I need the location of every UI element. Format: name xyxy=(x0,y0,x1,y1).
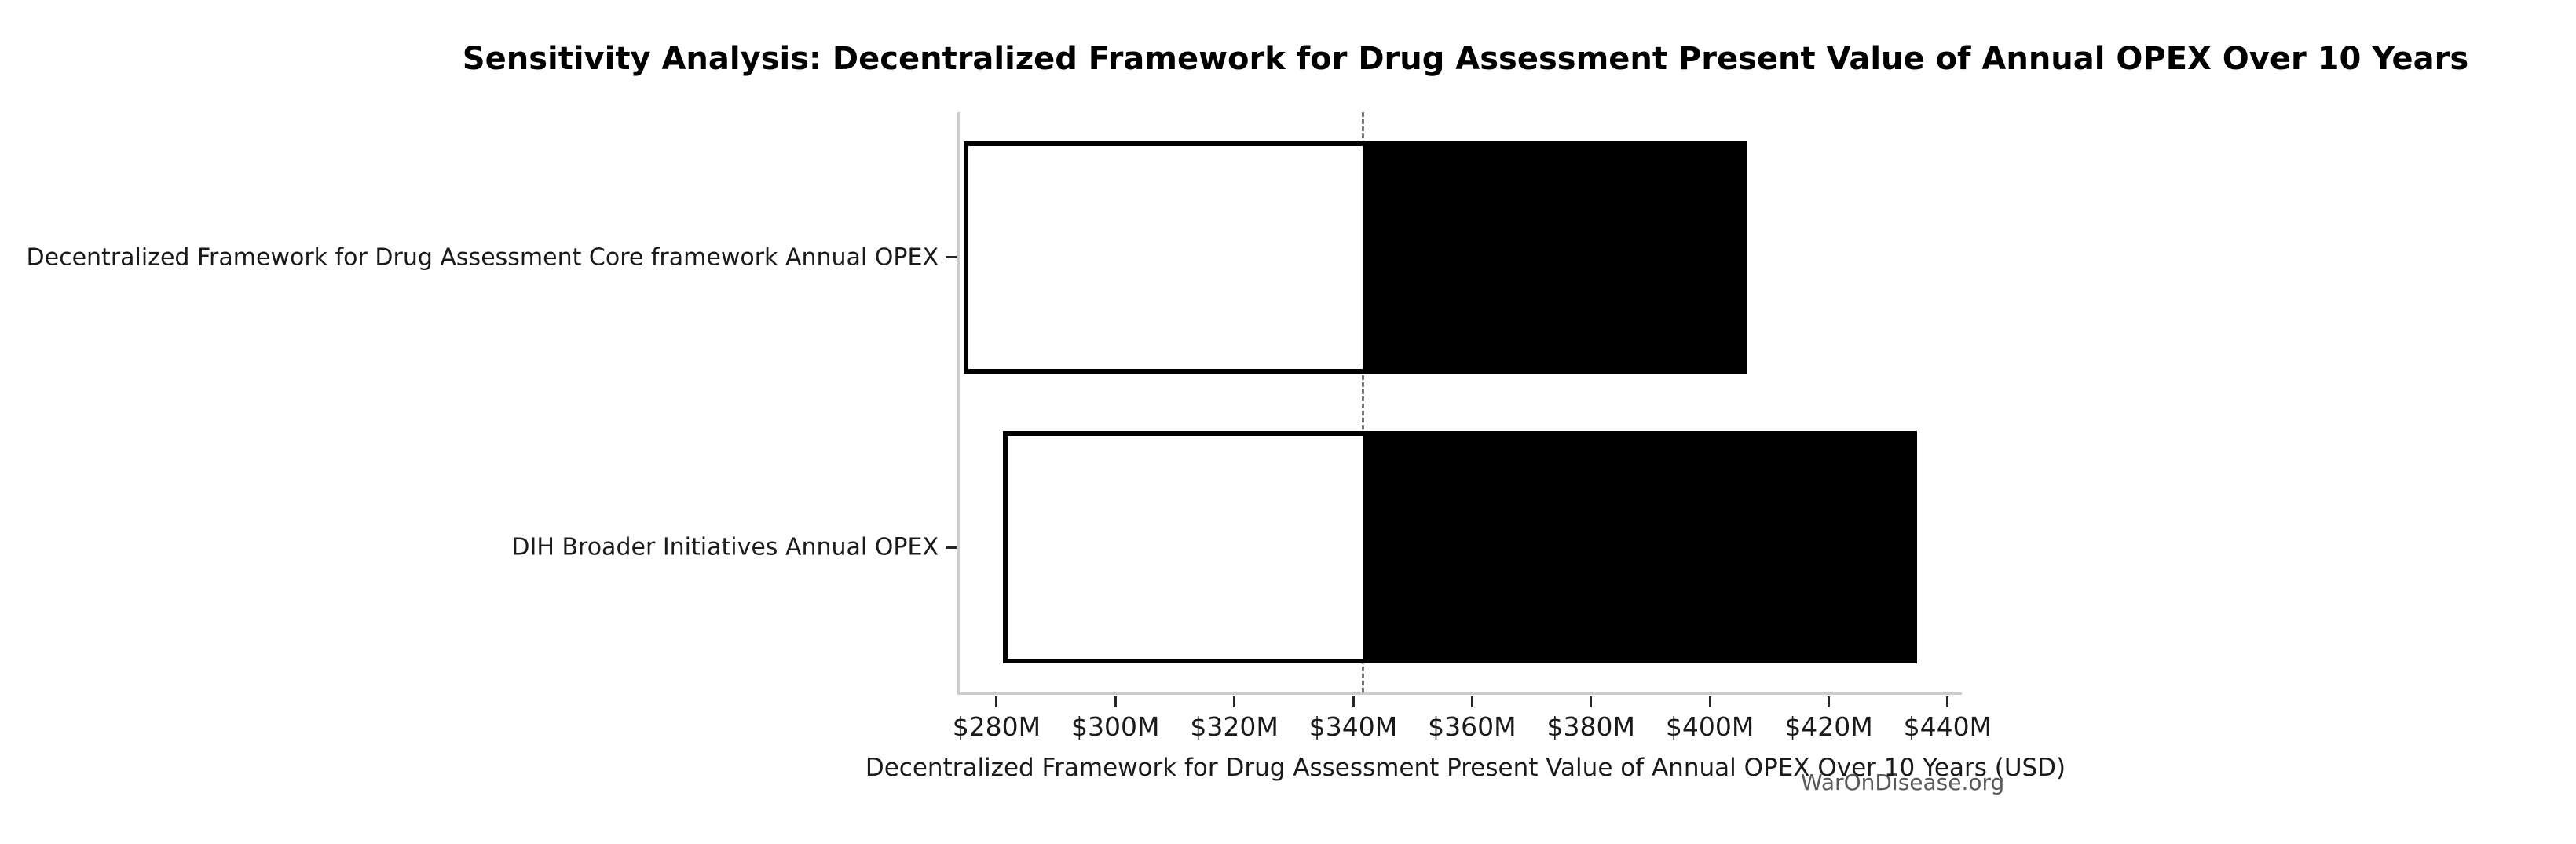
x-axis-spine xyxy=(957,692,1962,695)
x-tick-mark xyxy=(1708,696,1711,707)
tornado-bar-dih-broader-initiatives-opex xyxy=(1003,431,1918,664)
x-tick-label: $300M xyxy=(1071,711,1160,742)
tornado-bar-core-framework-opex xyxy=(964,141,1747,374)
chart-title: Sensitivity Analysis: Decentralized Fram… xyxy=(462,41,2469,77)
x-tick-label: $400M xyxy=(1665,711,1755,742)
plot-area: $280M $300M $320M $340M $360M $380M $400M $420M… xyxy=(946,112,1992,742)
x-axis-label: Decentralized Framework for Drug Assessm… xyxy=(865,754,2066,782)
y-tick-mark xyxy=(946,256,957,259)
x-tick-label: $340M xyxy=(1308,711,1398,742)
x-tick-mark xyxy=(1352,696,1355,707)
x-tick-mark xyxy=(1590,696,1593,707)
base-value-dashed-line xyxy=(1361,112,1364,692)
x-tick-mark xyxy=(1470,696,1473,707)
x-tick-label: $280M xyxy=(952,711,1041,742)
x-tick-mark xyxy=(995,696,998,707)
x-tick-label: $320M xyxy=(1190,711,1279,742)
y-axis-spine xyxy=(957,112,960,695)
bar-segment-base-to-high xyxy=(1363,145,1743,369)
x-tick-mark xyxy=(1827,696,1830,707)
y-tick-label: DIH Broader Initiatives Annual OPEX xyxy=(511,533,939,561)
x-tick-label: $380M xyxy=(1546,711,1635,742)
x-tick-label: $440M xyxy=(1903,711,1992,742)
x-tick-mark xyxy=(1114,696,1117,707)
y-tick-mark xyxy=(946,546,957,549)
x-tick-label: $360M xyxy=(1428,711,1517,742)
x-tick-mark xyxy=(1946,696,1949,707)
x-tick-label: $420M xyxy=(1784,711,1873,742)
bar-segment-base-to-high xyxy=(1363,436,1913,659)
x-tick-mark xyxy=(1233,696,1236,707)
y-tick-label: Decentralized Framework for Drug Assessm… xyxy=(26,243,939,272)
watermark: WarOnDisease.org xyxy=(1801,769,2005,795)
